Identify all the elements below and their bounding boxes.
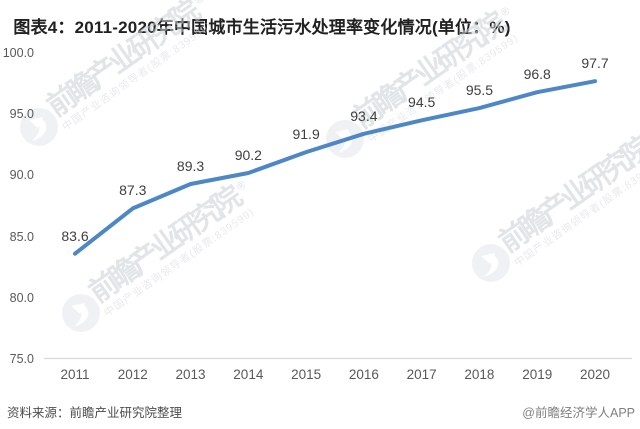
data-label: 95.5 — [465, 82, 494, 99]
data-label: 90.2 — [234, 146, 262, 163]
data-label: 97.7 — [581, 55, 609, 72]
trend-line — [73, 79, 597, 256]
y-axis-tick-label: 90.0 — [9, 168, 34, 183]
y-axis-tick-label: 95.0 — [9, 107, 34, 122]
data-label: 89.3 — [176, 157, 205, 174]
data-label: 96.8 — [523, 66, 551, 83]
x-axis-tick-label: 2017 — [406, 367, 437, 382]
data-label: 93.4 — [350, 107, 378, 124]
data-label: 87.3 — [119, 182, 147, 199]
x-axis-tick-label: 2013 — [175, 367, 206, 382]
x-axis-tick-label: 2015 — [291, 367, 322, 382]
x-axis-tick-label: 2012 — [117, 367, 148, 382]
x-axis-tick-label: 2011 — [60, 367, 90, 382]
chart-title: 图表4：2011-2020年中国城市生活污水处理率变化情况(单位：%) — [13, 18, 511, 37]
x-axis-tick-label: 2018 — [464, 367, 495, 382]
y-axis-tick-label: 80.0 — [9, 290, 34, 305]
data-label: 94.5 — [408, 94, 436, 111]
source-note: 资料来源：前瞻产业研究院整理 — [7, 406, 183, 420]
y-axis-tick-label: 85.0 — [9, 229, 34, 244]
credit-note: @前瞻经济学人APP — [522, 406, 635, 420]
x-axis-tick-label: 2019 — [522, 367, 553, 382]
y-axis-tick-label: 100.0 — [2, 46, 34, 60]
data-label: 83.6 — [61, 227, 89, 244]
x-axis-tick-label: 2016 — [348, 367, 379, 382]
x-axis-tick-label: 2014 — [233, 367, 264, 382]
data-label: 91.9 — [292, 126, 320, 143]
x-axis-tick-label: 2020 — [579, 367, 611, 382]
y-axis-tick-label: 75.0 — [9, 352, 34, 366]
